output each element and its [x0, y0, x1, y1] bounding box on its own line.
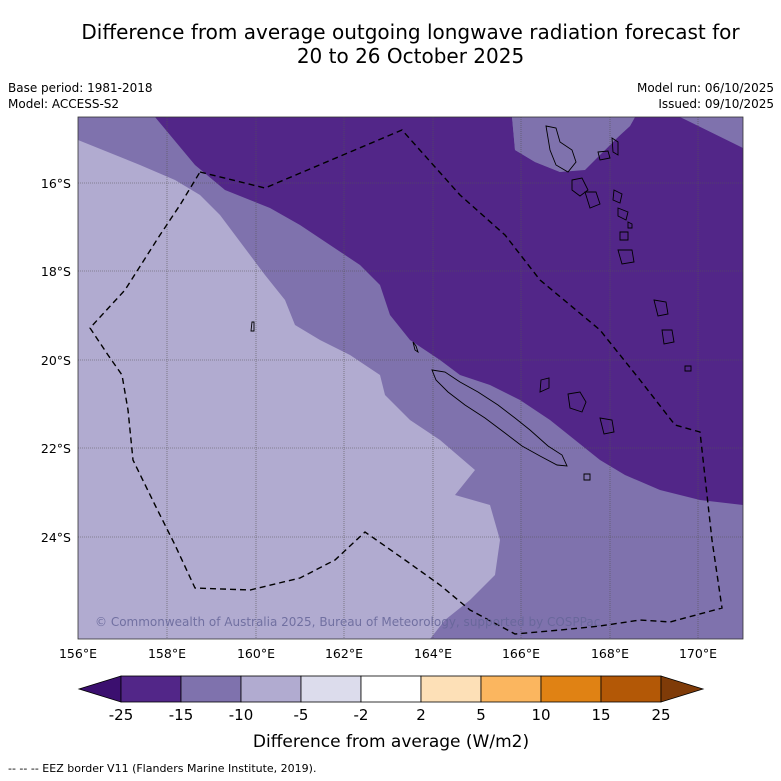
loyalty-islands-2	[567, 391, 587, 413]
grid-lines	[78, 117, 743, 639]
lon-label: 170°E	[679, 646, 717, 661]
colorbar-label: Difference from average (W/m2)	[253, 732, 529, 752]
eez-legend: -- -- -- EEZ border V11 (Flanders Marine…	[8, 762, 317, 775]
loyalty-islands-1	[539, 377, 550, 393]
colorbar-tick: 15	[591, 706, 610, 724]
lon-label: 168°E	[591, 646, 629, 661]
colorbar-segment	[600, 675, 662, 703]
title-line-2: 20 to 26 October 2025	[296, 44, 525, 68]
lon-label: 160°E	[237, 646, 275, 661]
loyalty-islands-3	[599, 417, 615, 435]
colorbar-segment	[120, 675, 182, 703]
model-run: Model run: 06/10/2025	[636, 81, 774, 95]
colorbar-tick: -15	[169, 706, 194, 724]
colorbar-tick: -25	[109, 706, 134, 724]
colorbar-tick: -10	[229, 706, 254, 724]
model-name: Model: ACCESS-S2	[8, 97, 120, 111]
new-caledonia-island	[431, 369, 568, 467]
title-line-1: Difference from average outgoing longwav…	[81, 20, 740, 44]
colorbar-tick: 25	[651, 706, 670, 724]
colorbar-segment	[540, 675, 602, 703]
small-reef	[412, 341, 419, 354]
colorbar-tick: 5	[476, 706, 486, 724]
lon-label: 156°E	[59, 646, 97, 661]
colorbar-segment	[240, 675, 302, 703]
eez-border	[89, 129, 723, 635]
colorbar-tick: -5	[294, 706, 309, 724]
colorbar-extend-high	[660, 675, 705, 703]
issued-date: Issued: 09/10/2025	[658, 97, 774, 111]
colorbar-extend-low	[77, 675, 122, 703]
map-frame	[77, 116, 744, 640]
colorbar-tick: -2	[354, 706, 369, 724]
base-period: Base period: 1981-2018	[8, 81, 153, 95]
lon-label: 162°E	[325, 646, 363, 661]
vanuatu-islands	[545, 125, 692, 372]
map-area: © Commonwealth of Australia 2025, Bureau…	[78, 117, 743, 639]
chesterfield-islands	[250, 321, 255, 332]
colorbar-tick: 10	[531, 706, 550, 724]
colorbar	[77, 675, 705, 703]
meta-left: Base period: 1981-2018 Model: ACCESS-S2	[8, 80, 153, 112]
chart-title: Difference from average outgoing longwav…	[0, 20, 781, 68]
meta-right: Model run: 06/10/2025 Issued: 09/10/2025	[637, 80, 774, 112]
colorbar-segment	[180, 675, 242, 703]
lat-label: 16°S	[41, 176, 71, 191]
lat-label: 20°S	[41, 353, 71, 368]
lon-label: 166°E	[502, 646, 540, 661]
band-medium-vanuatu	[512, 117, 635, 172]
colorbar-segment	[420, 675, 482, 703]
lat-label: 22°S	[41, 441, 71, 456]
lat-label: 18°S	[41, 264, 71, 279]
band-dark	[155, 117, 743, 505]
colorbar-segment	[300, 675, 362, 703]
colorbar-segment	[480, 675, 542, 703]
copyright-notice: © Commonwealth of Australia 2025, Bureau…	[95, 615, 600, 629]
lon-label: 164°E	[414, 646, 452, 661]
band-medium-corner	[680, 117, 743, 148]
lon-label: 158°E	[148, 646, 186, 661]
lat-label: 24°S	[41, 530, 71, 545]
colorbar-segment	[360, 675, 422, 703]
colorbar-tick: 2	[416, 706, 426, 724]
isle-of-pines	[583, 473, 591, 481]
